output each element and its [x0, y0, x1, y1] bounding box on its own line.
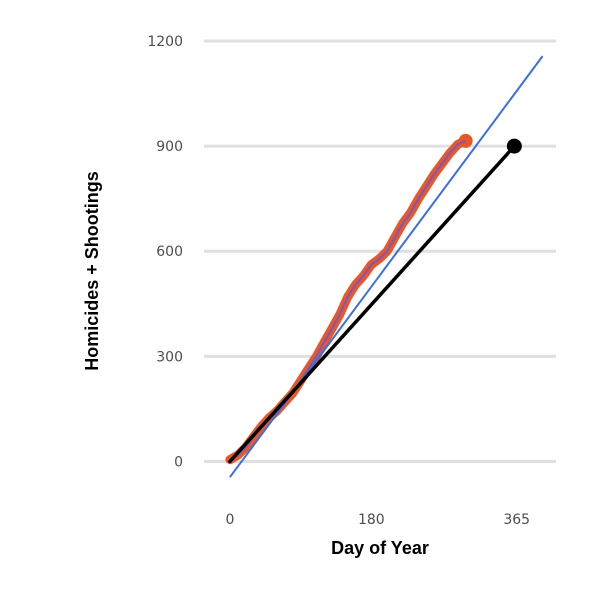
- y-tick-label-300: 300: [156, 349, 183, 365]
- x-tick-label-0: 0: [225, 512, 234, 528]
- gridlines: [204, 39, 556, 463]
- x-tick-labels: 0 180 365: [225, 512, 530, 528]
- y-tick-label-600: 600: [156, 244, 183, 260]
- y-tick-labels: 0 300 600 900 1200: [147, 34, 183, 470]
- x-tick-label-365: 365: [503, 512, 530, 528]
- series-actual-endpoint: [458, 133, 473, 148]
- y-axis-title: Homicides + Shootings: [82, 171, 102, 371]
- x-axis-title: Day of Year: [331, 538, 429, 558]
- y-tick-label-1200: 1200: [147, 34, 183, 50]
- x-tick-label-180: 180: [358, 512, 385, 528]
- series-actual-line: [225, 136, 471, 465]
- series-reference-endpoint: [506, 138, 522, 154]
- series-layer: [225, 55, 544, 478]
- y-tick-label-0: 0: [174, 454, 183, 470]
- series-reference-line: [228, 144, 517, 464]
- y-tick-label-900: 900: [156, 139, 183, 155]
- series-trend-line: [229, 55, 544, 478]
